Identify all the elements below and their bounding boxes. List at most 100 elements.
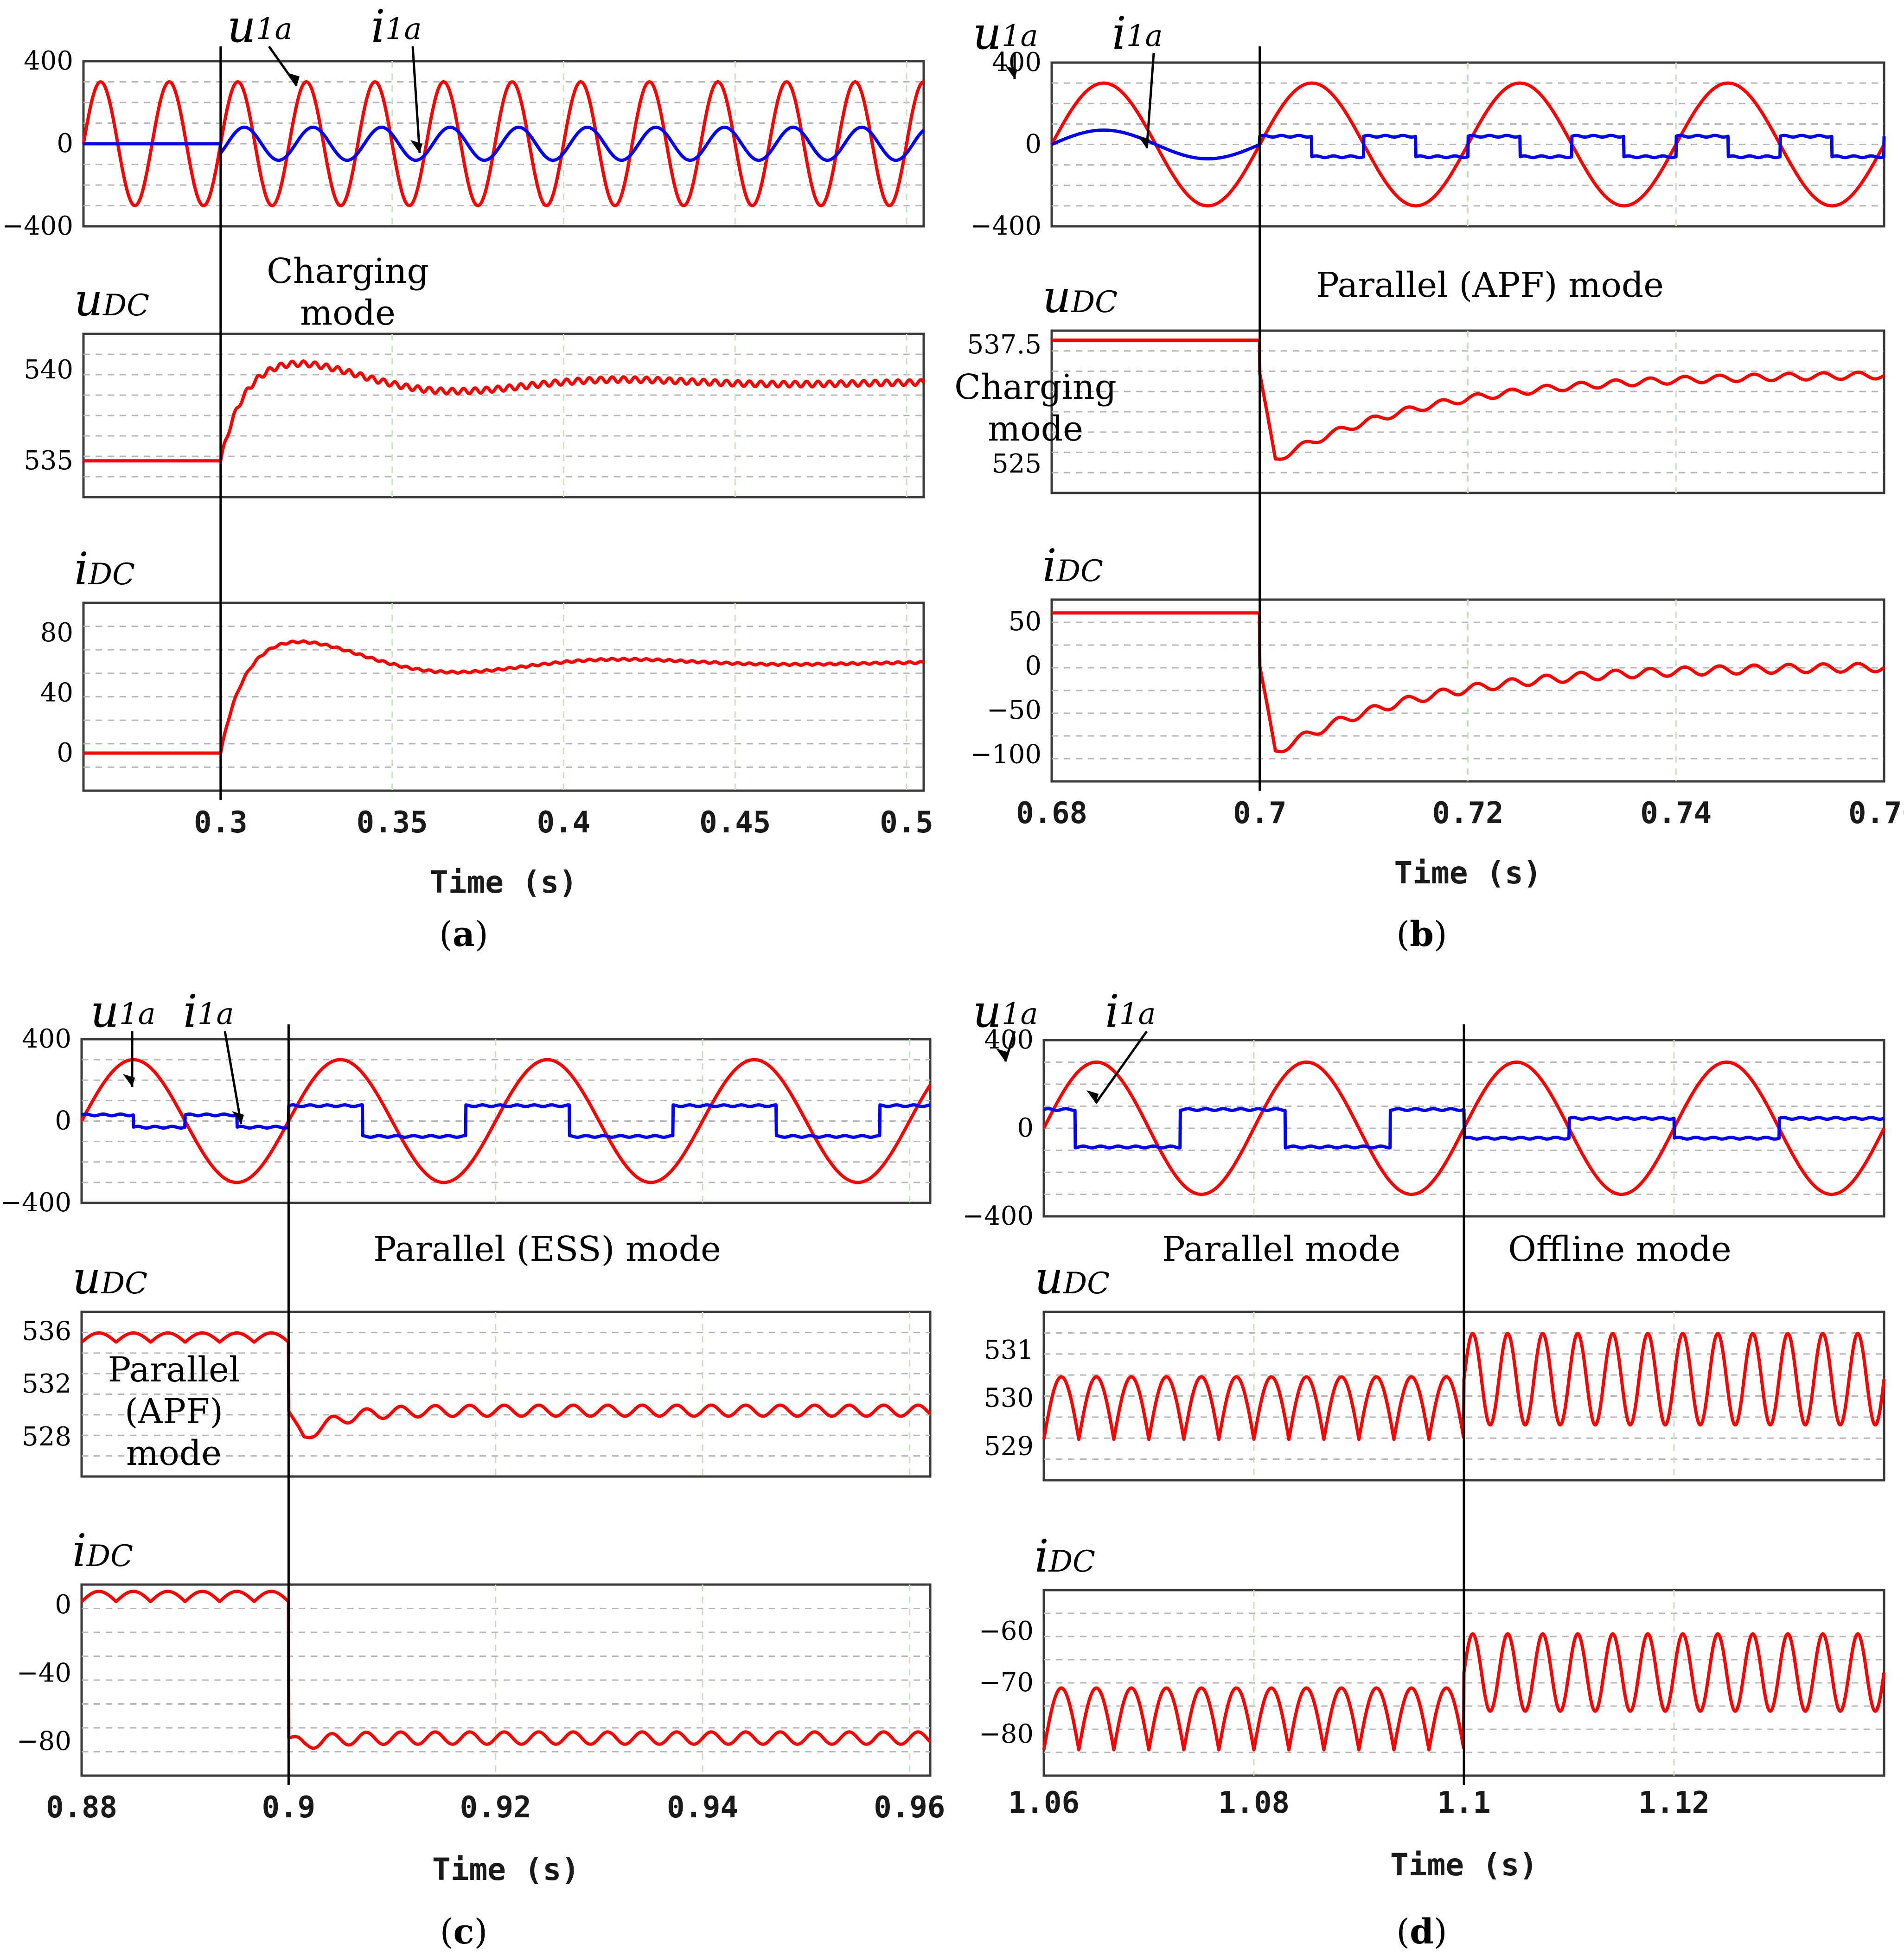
- y-tick-label: 0: [57, 738, 73, 768]
- x-tick-label: 0.96: [874, 1790, 945, 1825]
- subplot-idc: −60 −70 −80 iDC: [979, 1530, 1886, 1777]
- y-tick-label: −60: [979, 1616, 1034, 1646]
- x-tick-label: 0.94: [667, 1790, 738, 1825]
- arrow-head: [1137, 135, 1150, 148]
- arrow-head: [232, 1111, 244, 1124]
- arrow-head: [410, 140, 422, 153]
- signal-label-idc: iDC: [72, 1525, 133, 1577]
- y-tick-label: 0: [57, 128, 73, 159]
- y-tick-label: −400: [2, 211, 73, 241]
- legend-arrow: [1145, 53, 1155, 149]
- x-tick-label: 1.12: [1638, 1786, 1710, 1820]
- y-tick-label: 537.5: [967, 330, 1041, 360]
- y-tick-label: −400: [962, 1201, 1034, 1231]
- y-tick-label: −40: [17, 1658, 71, 1688]
- panel-c: 400 0 −400 536 532 528 uDC 0 −40 −80 iDC u1a i1a Para…: [0, 985, 945, 1952]
- arrow-head: [288, 73, 300, 86]
- signal-label-udc: uDC: [72, 1252, 147, 1304]
- annotation-udc: Parallel: [108, 1350, 240, 1390]
- legend-u1a: u1a: [227, 0, 293, 52]
- legend-i1a: i1a: [1105, 985, 1156, 1037]
- y-tick-label: −400: [0, 1188, 71, 1218]
- y-tick-label: 400: [22, 1024, 71, 1054]
- legend-arrow: [224, 1031, 243, 1125]
- annotation-voltage-current: Offline mode: [1508, 1229, 1731, 1269]
- annotation-voltage-current: Parallel mode: [1162, 1229, 1400, 1269]
- x-tick-label: 0.76: [1848, 796, 1904, 831]
- trace-uDC: [82, 359, 925, 463]
- x-tick-label: 1.1: [1437, 1786, 1491, 1820]
- panel-caption: (a): [439, 914, 488, 954]
- y-tick-label: −400: [970, 211, 1041, 241]
- legend-u1a: u1a: [973, 985, 1038, 1037]
- subplot-udc: 531 530 529 uDC: [984, 1252, 1886, 1482]
- annotation-udc: Charging: [954, 367, 1117, 407]
- trace-iDC: [80, 1590, 932, 1750]
- x-tick-label: 0.35: [357, 805, 428, 840]
- x-tick-label: 0.9: [262, 1790, 316, 1825]
- y-tick-label: 530: [984, 1383, 1034, 1413]
- trace-uDC: [80, 1331, 932, 1439]
- trace-i1a: [82, 125, 925, 162]
- y-tick-label: 400: [24, 46, 73, 76]
- panel-b: 400 0 −400 537.5 525 uDC 50 0 −50 −100 iDC u1a i1a Pa…: [954, 7, 1904, 954]
- arrow-head: [1086, 1090, 1099, 1103]
- y-tick-label: −80: [979, 1719, 1034, 1749]
- y-tick-label: 531: [984, 1335, 1034, 1365]
- subplot-voltage-current: 400 0 −400: [2, 46, 925, 241]
- y-tick-label: −70: [979, 1668, 1034, 1698]
- annotation-voltage-current: Parallel (ESS) mode: [373, 1229, 721, 1269]
- x-tick-label: 0.5: [880, 805, 933, 840]
- y-tick-label: −100: [970, 740, 1041, 770]
- x-tick-label: 0.3: [194, 805, 248, 840]
- annotation-udc: mode: [988, 409, 1083, 449]
- trace-u1a: [82, 80, 925, 207]
- legend-i1a: i1a: [183, 985, 234, 1037]
- y-tick-label: 0: [55, 1590, 71, 1620]
- annotation-udc: mode: [126, 1433, 222, 1473]
- signal-label-udc: uDC: [74, 274, 149, 326]
- y-tick-label: 525: [992, 449, 1041, 479]
- signal-label-udc: uDC: [1042, 271, 1118, 323]
- annotation-udc: (APF): [125, 1392, 223, 1432]
- x-tick-label: 0.68: [1016, 796, 1087, 831]
- x-axis-label: Time (s): [1390, 1847, 1538, 1883]
- trace-u1a: [80, 1058, 932, 1184]
- y-tick-label: −80: [17, 1726, 71, 1756]
- legend-arrow: [1004, 1031, 1016, 1062]
- subplot-idc: 80 40 0 iDC: [40, 543, 925, 792]
- x-tick-label: 0.72: [1432, 796, 1503, 831]
- subplot-voltage-current: 400 0 −400: [0, 1024, 932, 1218]
- x-tick-label: 0.74: [1640, 796, 1712, 831]
- y-tick-label: 0: [1025, 651, 1041, 681]
- trace-i1a: [80, 1103, 932, 1139]
- trace-uDC: [1050, 339, 1885, 461]
- y-tick-label: 400: [992, 47, 1041, 77]
- legend-arrow: [1094, 1030, 1148, 1104]
- arrow-head: [123, 1074, 135, 1087]
- x-tick-label: 0.7: [1233, 796, 1287, 831]
- y-tick-label: 0: [55, 1106, 71, 1136]
- trace-iDC: [1050, 611, 1885, 754]
- signal-label-udc: uDC: [1035, 1252, 1110, 1304]
- legend-arrow: [411, 46, 421, 153]
- x-tick-label: 0.45: [699, 805, 771, 840]
- x-axis-label: Time (s): [430, 864, 577, 900]
- annotation-udc: Charging: [267, 251, 429, 291]
- y-tick-label: 532: [22, 1369, 71, 1399]
- subplot-udc: 540 535 uDC: [24, 274, 925, 499]
- legend-i1a: i1a: [371, 0, 422, 52]
- y-tick-label: 529: [984, 1431, 1034, 1461]
- y-tick-label: 536: [22, 1317, 71, 1347]
- annotation-voltage-current: Parallel (APF) mode: [1316, 265, 1664, 305]
- y-tick-label: 40: [40, 678, 73, 708]
- x-tick-label: 0.4: [537, 805, 591, 840]
- trace-iDC: [82, 639, 925, 755]
- panel-caption: (b): [1396, 914, 1447, 954]
- x-tick-label: 0.88: [46, 1790, 117, 1825]
- y-tick-label: 535: [24, 446, 73, 476]
- subplot-idc: 50 0 −50 −100 iDC: [970, 540, 1885, 783]
